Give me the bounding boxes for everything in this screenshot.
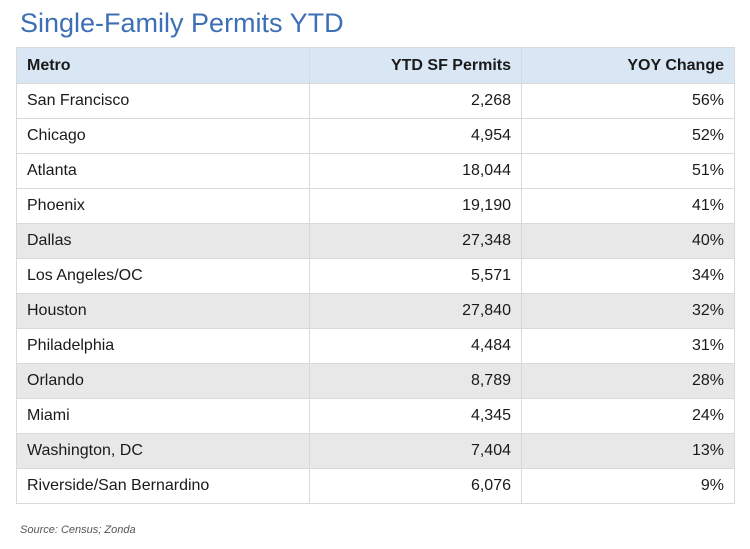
cell-yoy-change: 40% [521,223,735,259]
table-row: Orlando 8,789 28% [16,363,735,399]
source-note: Source: Census; Zonda [20,524,136,536]
table-body: San Francisco 2,268 56% Chicago 4,954 52% Atla… [16,83,735,504]
cell-ytd-sf-permits: 8,789 [309,363,522,399]
table-row: Miami 4,345 24% [16,398,735,434]
cell-yoy-change: 9% [521,468,735,504]
cell-yoy-change: 41% [521,188,735,224]
cell-yoy-change: 56% [521,83,735,119]
cell-ytd-sf-permits: 2,268 [309,83,522,119]
table-row: Phoenix 19,190 41% [16,188,735,224]
cell-yoy-change: 24% [521,398,735,434]
cell-metro: Washington, DC [16,433,310,469]
cell-yoy-change: 13% [521,433,735,469]
table-row: San Francisco 2,268 56% [16,83,735,119]
cell-metro: Orlando [16,363,310,399]
cell-metro: San Francisco [16,83,310,119]
cell-metro: Philadelphia [16,328,310,364]
cell-ytd-sf-permits: 4,954 [309,118,522,154]
cell-ytd-sf-permits: 4,484 [309,328,522,364]
cell-yoy-change: 28% [521,363,735,399]
cell-ytd-sf-permits: 6,076 [309,468,522,504]
cell-ytd-sf-permits: 4,345 [309,398,522,434]
table-row: Dallas 27,348 40% [16,223,735,259]
cell-yoy-change: 34% [521,258,735,294]
table-row: Washington, DC 7,404 13% [16,433,735,469]
table-header-row: Metro YTD SF Permits YOY Change [16,47,735,84]
cell-ytd-sf-permits: 18,044 [309,153,522,189]
cell-metro: Phoenix [16,188,310,224]
cell-metro: Los Angeles/OC [16,258,310,294]
cell-metro: Dallas [16,223,310,259]
table-row: Los Angeles/OC 5,571 34% [16,258,735,294]
cell-metro: Chicago [16,118,310,154]
cell-metro: Houston [16,293,310,329]
cell-ytd-sf-permits: 27,348 [309,223,522,259]
column-header-ytd-sf-permits: YTD SF Permits [309,47,522,84]
table-row: Atlanta 18,044 51% [16,153,735,189]
cell-ytd-sf-permits: 19,190 [309,188,522,224]
column-header-yoy-change: YOY Change [521,47,735,84]
table-row: Riverside/San Bernardino 6,076 9% [16,468,735,504]
table-row: Houston 27,840 32% [16,293,735,329]
column-header-metro: Metro [16,47,310,84]
cell-yoy-change: 52% [521,118,735,154]
cell-yoy-change: 51% [521,153,735,189]
cell-ytd-sf-permits: 27,840 [309,293,522,329]
cell-yoy-change: 32% [521,293,735,329]
table-row: Chicago 4,954 52% [16,118,735,154]
chart-title: Single-Family Permits YTD [20,8,344,38]
cell-metro: Atlanta [16,153,310,189]
cell-ytd-sf-permits: 5,571 [309,258,522,294]
table-row: Philadelphia 4,484 31% [16,328,735,364]
cell-yoy-change: 31% [521,328,735,364]
cell-metro: Riverside/San Bernardino [16,468,310,504]
permits-table: Metro YTD SF Permits YOY Change San Fran… [16,47,735,504]
cell-metro: Miami [16,398,310,434]
cell-ytd-sf-permits: 7,404 [309,433,522,469]
